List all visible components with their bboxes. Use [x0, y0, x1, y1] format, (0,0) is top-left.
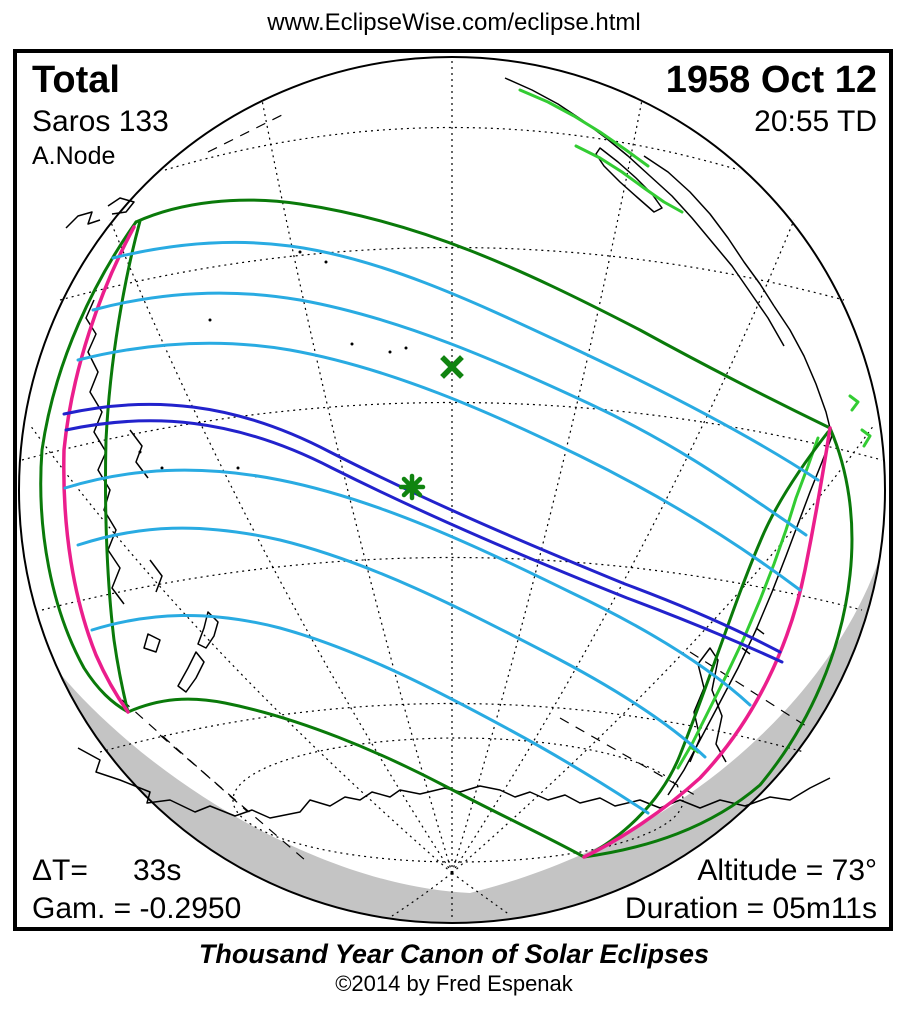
duration-value: Duration = 05m11s	[625, 892, 877, 925]
eclipse-date: 1958 Oct 12	[666, 59, 877, 101]
globe-limb	[18, 56, 886, 924]
delta-t-value: 33s	[133, 854, 181, 887]
penumbral-limit-south	[126, 697, 586, 859]
magnitude-curves	[63, 240, 820, 815]
map-frame	[13, 49, 893, 931]
penumbral-limit-west-outer	[39, 220, 138, 714]
penumbral-limit-north	[134, 198, 832, 430]
penumbral-limit-east-outer	[582, 426, 854, 859]
copyright-line: ©2014 by Fred Espenak	[335, 971, 574, 996]
extreme-limit-east	[582, 426, 832, 859]
umbral-limit-south	[64, 419, 784, 664]
extreme-limit-west	[62, 225, 136, 714]
canon-title: Thousand Year Canon of Solar Eclipses	[199, 939, 709, 969]
saros-label: Saros 133	[32, 105, 169, 138]
graticule-dashed-segments	[121, 111, 807, 861]
sunset-curve-east-inner	[582, 430, 830, 859]
map-labels: Total Saros 133 A.Node 1958 Oct 12 20:55…	[32, 59, 877, 925]
sunrise-curve-west-inner	[103, 219, 142, 714]
coastlines-black	[65, 77, 833, 819]
night-shade-crescent	[59, 557, 880, 923]
umbral-path	[62, 402, 784, 664]
globe	[18, 56, 886, 924]
node-label: A.Node	[32, 142, 115, 170]
umbral-limit-north	[62, 402, 782, 654]
island-specks	[138, 250, 408, 478]
gamma-value: Gam. = -0.2950	[32, 892, 241, 925]
penumbral-limit-curves	[39, 198, 854, 859]
eclipse-time: 20:55 TD	[754, 105, 877, 138]
greatest-eclipse-marker	[398, 473, 426, 501]
url-caption: www.EclipseWise.com/eclipse.html	[266, 9, 640, 36]
coastlines-eclipse-visible	[518, 88, 872, 770]
extreme-path-limit-curves	[62, 225, 832, 859]
delta-t-label: ΔT=	[32, 854, 88, 887]
altitude-value: Altitude = 73°	[697, 854, 877, 887]
eclipse-type-label: Total	[32, 59, 120, 101]
subsolar-point-marker	[440, 355, 464, 379]
